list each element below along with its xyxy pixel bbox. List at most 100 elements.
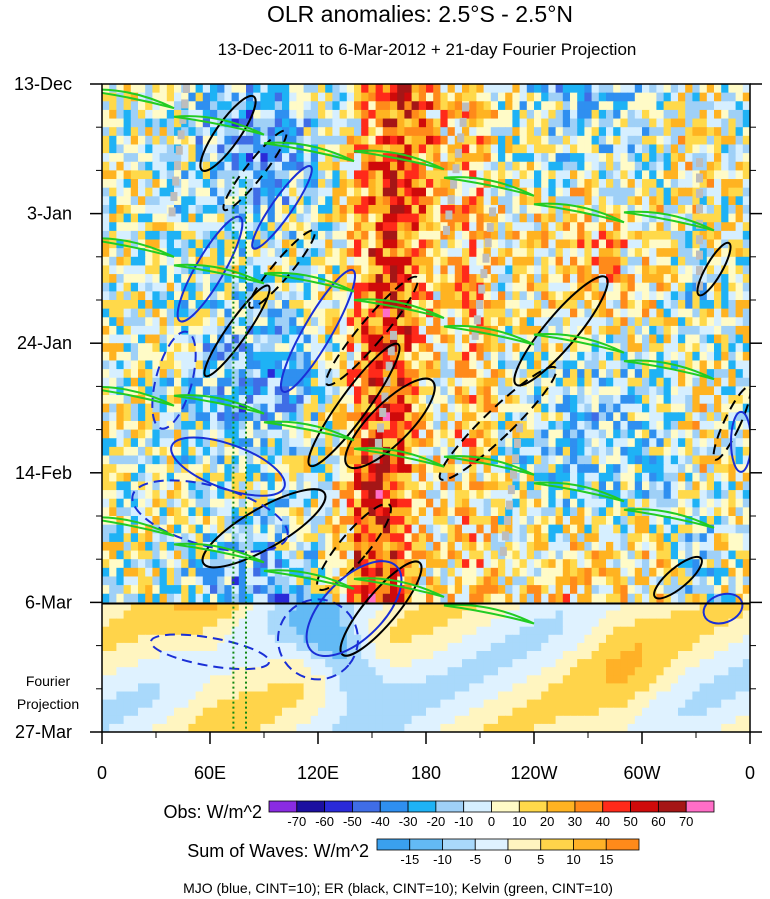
obs-cell xyxy=(303,170,312,180)
obs-cell xyxy=(181,196,189,206)
obs-cell xyxy=(138,153,146,163)
obs-cell xyxy=(325,524,333,534)
obs-cell xyxy=(224,533,233,543)
obs-cell xyxy=(102,507,110,517)
obs-cell xyxy=(130,438,139,448)
obs-cell xyxy=(663,282,672,292)
obs-cell xyxy=(325,274,333,284)
obs-cell xyxy=(598,369,607,379)
obs-cell xyxy=(274,274,283,284)
obs-cell xyxy=(526,317,535,327)
obs-cell xyxy=(462,386,470,396)
obs-cell xyxy=(498,498,506,508)
obs-cell xyxy=(483,153,492,163)
obs-cell xyxy=(354,472,362,483)
obs-cell xyxy=(274,516,283,526)
obs-cell xyxy=(742,92,750,102)
obs-cell xyxy=(361,429,369,439)
obs-cell xyxy=(714,343,722,353)
obs-cell xyxy=(152,196,161,206)
obs-cell xyxy=(584,84,593,94)
obs-cell xyxy=(404,386,413,396)
obs-cell xyxy=(454,464,463,474)
obs-cell xyxy=(555,135,564,146)
obs-cell xyxy=(116,127,125,137)
obs-cell xyxy=(634,541,643,552)
obs-cell xyxy=(649,230,657,241)
obs-cell xyxy=(346,516,355,526)
obs-cell xyxy=(418,291,427,301)
obs-cell xyxy=(699,118,708,128)
obs-cell xyxy=(562,325,571,336)
obs-cell xyxy=(282,222,290,232)
obs-cell xyxy=(109,291,117,301)
obs-cell xyxy=(325,550,333,560)
obs-cell xyxy=(584,92,593,102)
obs-cell xyxy=(217,369,225,379)
obs-cell xyxy=(526,291,535,301)
obs-cell xyxy=(505,109,513,120)
obs-cell xyxy=(238,507,247,517)
obs-cell xyxy=(591,308,600,318)
obs-cell xyxy=(130,92,139,102)
obs-cell xyxy=(591,256,600,267)
obs-cell xyxy=(397,472,405,483)
obs-cell xyxy=(339,300,348,310)
obs-cell xyxy=(267,369,276,379)
obs-cell xyxy=(548,490,557,500)
obs-cell xyxy=(519,144,528,154)
obs-cell xyxy=(382,101,391,111)
obs-cell xyxy=(138,403,146,413)
obs-cell xyxy=(123,541,132,552)
obs-cell xyxy=(591,248,600,258)
obs-cell xyxy=(282,256,290,267)
obs-cell xyxy=(116,429,125,439)
obs-cell xyxy=(361,386,369,396)
obs-cell xyxy=(728,334,737,344)
obs-cell xyxy=(267,498,276,508)
obs-cell xyxy=(332,343,341,353)
obs-cell xyxy=(159,153,168,163)
obs-cell xyxy=(159,127,168,137)
obs-cell xyxy=(490,256,499,267)
obs-cell xyxy=(404,343,413,353)
obs-cell xyxy=(310,395,319,405)
obs-cell xyxy=(534,334,542,344)
obs-cell xyxy=(591,101,600,111)
obs-cell xyxy=(735,403,744,413)
obs-cell xyxy=(490,92,499,102)
obs-cell xyxy=(404,464,413,474)
obs-cell xyxy=(714,230,722,241)
obs-cell xyxy=(490,472,499,483)
obs-cell xyxy=(267,239,276,249)
obs-cell xyxy=(541,507,549,517)
obs-cell xyxy=(440,541,449,552)
obs-cell xyxy=(282,516,290,526)
obs-cell xyxy=(512,360,521,370)
obs-cell xyxy=(649,541,657,552)
obs-cell xyxy=(152,317,161,327)
obs-cell xyxy=(454,239,463,249)
obs-cell xyxy=(570,317,578,327)
obs-cell xyxy=(433,118,441,128)
obs-cell xyxy=(728,541,737,552)
obs-cell xyxy=(253,144,261,154)
obs-cell xyxy=(418,369,427,379)
obs-cell xyxy=(202,222,211,232)
obs-cell xyxy=(282,204,290,215)
obs-cell xyxy=(238,109,247,120)
obs-cell xyxy=(303,464,312,474)
obs-cell xyxy=(526,550,535,560)
obs-cell xyxy=(656,109,665,120)
obs-cell xyxy=(699,196,708,206)
obs-cell xyxy=(354,334,362,344)
obs-cell xyxy=(606,300,614,310)
obs-cell xyxy=(685,282,693,292)
obs-cell xyxy=(692,446,701,457)
obs-cell xyxy=(526,420,535,431)
obs-cell xyxy=(224,420,233,431)
obs-cell xyxy=(138,179,146,189)
obs-cell xyxy=(260,464,269,474)
obs-cell xyxy=(692,325,701,336)
obs-cell xyxy=(354,213,362,223)
